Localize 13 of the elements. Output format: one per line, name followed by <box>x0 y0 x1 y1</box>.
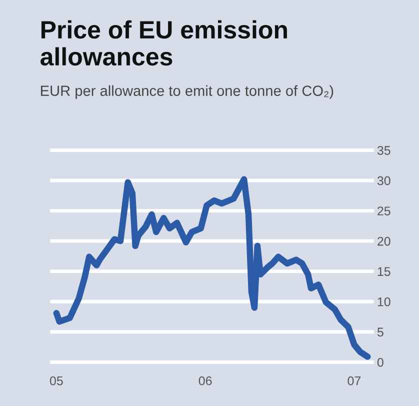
y-tick-label: 15 <box>378 267 390 276</box>
x-tick-label: 06 <box>198 376 212 386</box>
y-tick-label: 30 <box>377 176 390 186</box>
y-tick-label: 0 <box>377 358 384 367</box>
y-tick-label: 5 <box>377 328 384 337</box>
y-tick-label: 25 <box>378 206 390 216</box>
x-tick-label: 07 <box>348 376 361 386</box>
y-tick-label: 35 <box>377 146 390 155</box>
y-tick-label: 10 <box>378 297 390 306</box>
chart-title: Price of EU emission allowances <box>40 20 287 66</box>
y-tick-label: 20 <box>378 236 390 246</box>
x-tick-label: 05 <box>50 376 63 386</box>
chart-subtitle: EUR per allowance to emit one tonne of CO₂) <box>41 85 334 99</box>
